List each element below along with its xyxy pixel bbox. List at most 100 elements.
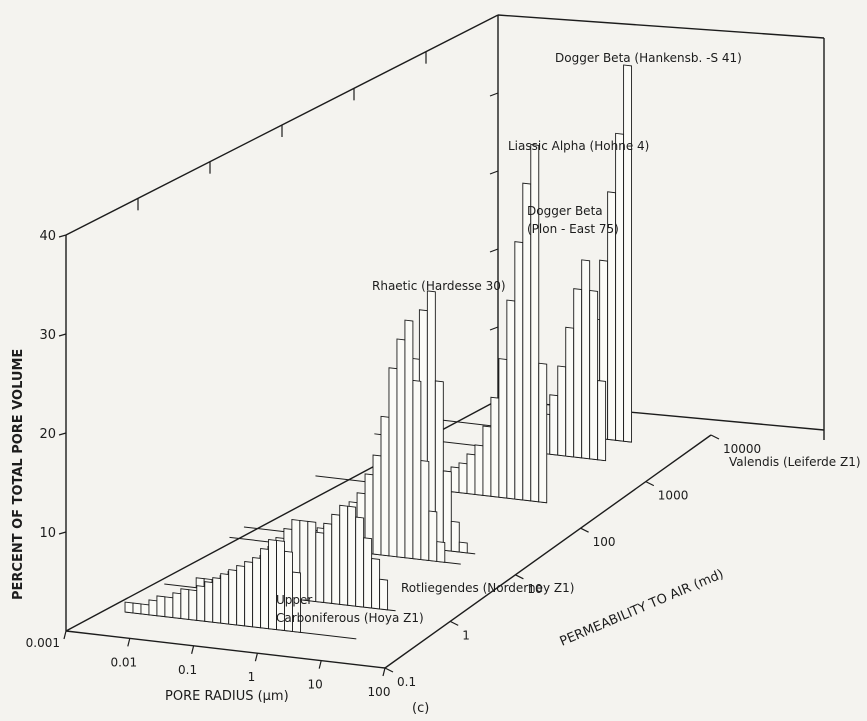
- x-tick: [254, 653, 258, 662]
- x-tick-label: 10: [308, 678, 323, 692]
- panel-label: (c): [412, 701, 429, 716]
- bar: [490, 396, 500, 498]
- y-tick-label: 10000: [723, 442, 761, 456]
- y-tick: [710, 434, 720, 440]
- bar: [204, 581, 214, 623]
- series-label: (Plon - East 75): [527, 222, 619, 236]
- axis-layer: [58, 234, 720, 677]
- bar: [172, 592, 182, 619]
- x-axis-title: PORE RADIUS (μm): [165, 689, 289, 704]
- series-label: Liassic Alpha (Hohne 4): [508, 139, 649, 153]
- bar: [228, 569, 238, 626]
- bar: [549, 394, 559, 456]
- z-tick-label: 20: [39, 427, 56, 442]
- y-tick: [580, 527, 589, 533]
- bar: [292, 571, 301, 633]
- series-label: Rotliegendes (Norderney Z1): [401, 581, 574, 595]
- bar: [557, 365, 567, 457]
- series-label: Dogger Beta (Hankensb. -S 41): [555, 51, 742, 65]
- x-tick-label: 1: [248, 670, 256, 684]
- back-vertical-tick: [489, 248, 499, 253]
- bar: [436, 541, 446, 563]
- series-label: Rhaetic (Hardesse 30): [372, 279, 506, 293]
- bar: [372, 454, 382, 556]
- z-tick-label: 30: [39, 328, 56, 343]
- bar: [420, 460, 430, 561]
- bar: [124, 601, 134, 614]
- bar: [347, 505, 357, 607]
- z-tick: [58, 333, 67, 337]
- y-tick-label: 10: [527, 582, 542, 596]
- back-vertical-tick: [489, 92, 499, 97]
- bar: [428, 510, 438, 562]
- y-tick: [449, 620, 459, 626]
- bar: [156, 595, 166, 618]
- z-tick-label: 40: [39, 229, 56, 244]
- bar: [482, 425, 492, 497]
- bar: [299, 519, 309, 602]
- y-tick: [384, 667, 394, 673]
- series-label: Dogger Beta: [527, 204, 603, 218]
- x-tick-label: 0.1: [178, 663, 197, 677]
- back-vertical-tick: [489, 170, 499, 175]
- bar: [315, 531, 325, 603]
- x-tick: [318, 660, 322, 669]
- bar: [623, 64, 633, 443]
- bar: [404, 319, 414, 560]
- bar: [396, 338, 406, 559]
- bar: [538, 362, 548, 504]
- bar: [355, 516, 365, 608]
- bar: [498, 358, 508, 499]
- y-tick-label: 100: [593, 535, 616, 549]
- bar: [196, 585, 206, 622]
- bar: [589, 289, 599, 461]
- bar: [615, 132, 625, 442]
- bar: [148, 599, 158, 617]
- bar: [442, 470, 452, 552]
- bar: [514, 241, 524, 501]
- back-vertical-tick: [489, 326, 499, 331]
- y-tick-label: 0.1: [397, 675, 416, 689]
- y-tick-label: 1: [462, 628, 470, 642]
- bar: [323, 522, 333, 604]
- x-tick-label: 100: [368, 685, 391, 699]
- bar: [284, 550, 293, 632]
- bar: [307, 520, 317, 603]
- bar: [565, 326, 575, 458]
- bar: [339, 504, 349, 606]
- x-axis-line: [65, 630, 386, 669]
- x-tick: [63, 630, 67, 640]
- y-axis-line: [384, 434, 712, 669]
- label-layer: 10 20 30 40 0.001 0.01 0.1 1 10 100 0.1 1 10 100 1000 1…: [11, 51, 861, 716]
- bar: [331, 513, 341, 605]
- series-layer: [124, 64, 633, 640]
- bar: [450, 520, 460, 553]
- x-tick: [191, 645, 195, 654]
- bar: [236, 565, 246, 627]
- series-label: Upper: [276, 593, 312, 607]
- bar: [379, 578, 389, 611]
- bar: [573, 288, 583, 459]
- bar: [212, 577, 222, 624]
- series-label: Valendis (Leiferde Z1): [729, 455, 861, 469]
- series-group: [124, 539, 357, 640]
- bar: [371, 557, 381, 610]
- bar: [450, 466, 460, 494]
- bar: [140, 603, 150, 616]
- bar: [180, 588, 190, 620]
- bar: [466, 453, 476, 495]
- x-tick: [382, 667, 386, 677]
- bar: [474, 444, 484, 496]
- bar: [412, 379, 422, 561]
- z-tick: [58, 234, 67, 238]
- bar: [164, 596, 174, 619]
- bar: [188, 589, 198, 621]
- bar: [458, 462, 468, 494]
- bar: [244, 561, 254, 628]
- bar: [220, 573, 230, 625]
- y-tick: [645, 481, 655, 487]
- x-tick-label: 0.001: [26, 636, 60, 650]
- bar: [252, 556, 262, 629]
- bar: [597, 380, 607, 462]
- back-right-top-edge: [497, 14, 825, 39]
